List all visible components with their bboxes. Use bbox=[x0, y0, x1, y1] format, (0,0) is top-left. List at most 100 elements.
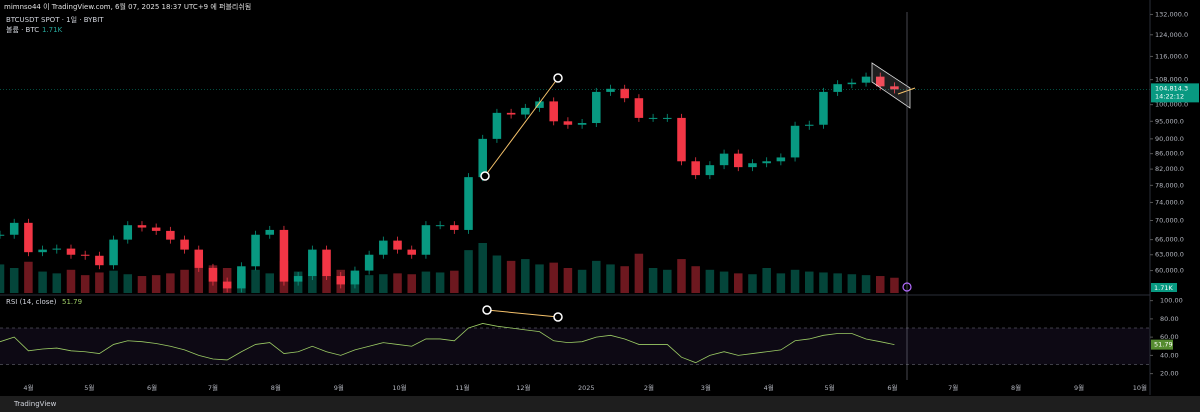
candle bbox=[691, 161, 700, 176]
y-tick-label: 116,000.0 bbox=[1155, 52, 1188, 60]
x-tick-label: 12월 bbox=[516, 383, 530, 392]
candle bbox=[719, 153, 729, 166]
candle bbox=[648, 117, 658, 119]
descending-channel bbox=[871, 62, 911, 109]
y-tick-label: 60,000.0 bbox=[1155, 267, 1184, 275]
y-tick-label: 86,000.0 bbox=[1155, 150, 1184, 158]
volume-bar bbox=[80, 275, 90, 293]
brand: TradingView bbox=[13, 400, 57, 408]
volume-bar bbox=[563, 268, 573, 293]
footer bbox=[0, 396, 1200, 412]
volume-bar bbox=[180, 269, 189, 293]
volume-bar bbox=[819, 272, 828, 293]
candle bbox=[620, 88, 629, 99]
countdown: 14:22:12 bbox=[1155, 92, 1184, 100]
volume-bar bbox=[38, 271, 47, 293]
rsi-tick-label: 60.00 bbox=[1160, 333, 1179, 341]
candle bbox=[407, 249, 416, 255]
candle bbox=[95, 255, 104, 266]
candle bbox=[9, 222, 19, 235]
candle bbox=[450, 225, 459, 230]
candle bbox=[677, 117, 686, 162]
candle bbox=[790, 125, 800, 158]
candle bbox=[606, 88, 615, 92]
y-tick-label: 82,000.0 bbox=[1155, 165, 1184, 173]
candle bbox=[364, 254, 374, 271]
volume-bar bbox=[734, 273, 743, 293]
candle bbox=[308, 249, 317, 277]
rsi-legend: RSI (14, close) bbox=[6, 298, 57, 306]
y-tick-label: 124,000.0 bbox=[1155, 31, 1188, 39]
breakout-line bbox=[897, 87, 916, 95]
volume-bar bbox=[634, 253, 644, 293]
volume-bar bbox=[577, 269, 587, 293]
rsi-band bbox=[0, 328, 1150, 365]
volume-bar bbox=[95, 272, 104, 293]
candle bbox=[464, 177, 473, 230]
candle bbox=[350, 270, 360, 285]
volume-bar bbox=[24, 261, 33, 293]
volume-bar bbox=[592, 260, 601, 293]
volume-bar bbox=[166, 273, 175, 293]
volume-bar bbox=[762, 268, 771, 293]
volume-bar bbox=[308, 274, 317, 293]
x-tick-label: 10월 bbox=[392, 383, 406, 392]
candle bbox=[734, 153, 743, 168]
candle bbox=[890, 86, 899, 90]
candle bbox=[80, 254, 90, 256]
volume-bar bbox=[506, 260, 516, 293]
candle bbox=[705, 165, 715, 176]
rsi-badge bbox=[1151, 339, 1173, 350]
x-tick-label: 5월 bbox=[84, 383, 94, 392]
rsi-tick-label: 100.00 bbox=[1160, 297, 1183, 305]
volume-bar bbox=[450, 270, 459, 293]
x-tick-label: 2025 bbox=[578, 384, 595, 392]
candle bbox=[265, 229, 275, 235]
volume-legend-value: 1.71K bbox=[42, 26, 63, 34]
volume-bar bbox=[137, 276, 147, 293]
volume-bar bbox=[805, 271, 814, 293]
rsi-badge-label: 51.79 bbox=[1154, 341, 1173, 349]
volume-badge-label: 1.71K bbox=[1154, 284, 1173, 292]
candle bbox=[109, 239, 118, 266]
candle bbox=[435, 225, 445, 227]
y-tick-label: 95,000.0 bbox=[1155, 117, 1184, 125]
y-tick-label: 132,000.0 bbox=[1155, 10, 1188, 18]
candle bbox=[847, 82, 857, 85]
volume-bar bbox=[535, 264, 544, 293]
rsi-line bbox=[0, 323, 895, 364]
candle bbox=[66, 248, 76, 255]
volume-bar bbox=[52, 273, 62, 293]
volume-bar bbox=[861, 275, 871, 293]
last-price-label: 104,814.3 bbox=[1155, 84, 1188, 92]
volume-bar bbox=[875, 276, 885, 293]
volume-bar bbox=[0, 264, 5, 293]
volume-bar bbox=[322, 275, 331, 293]
candle bbox=[421, 225, 431, 255]
volume-bar bbox=[677, 259, 686, 293]
candle bbox=[166, 230, 175, 240]
trend-line bbox=[484, 77, 559, 177]
x-tick-label: 7월 bbox=[208, 383, 218, 392]
x-tick-label: 4월 bbox=[23, 383, 33, 392]
volume-bar bbox=[890, 277, 899, 293]
volume-bar bbox=[549, 262, 558, 293]
candle bbox=[833, 84, 842, 92]
x-tick-label: 11월 bbox=[455, 383, 469, 392]
x-tick-label: 4월 bbox=[764, 383, 774, 392]
candle bbox=[322, 249, 331, 277]
candle bbox=[492, 112, 502, 139]
volume-bar bbox=[66, 269, 76, 293]
volume-bar bbox=[748, 274, 757, 293]
volume-bar bbox=[478, 243, 487, 293]
volume-bar bbox=[109, 270, 118, 293]
candle bbox=[748, 163, 757, 168]
candle bbox=[137, 225, 147, 228]
volume-bar bbox=[194, 266, 204, 293]
symbol: BTCUSDT SPOT · 1일 · BYBIT bbox=[6, 15, 104, 24]
y-tick-label: 100,000.0 bbox=[1155, 101, 1188, 109]
x-tick-label: 7월 bbox=[948, 383, 958, 392]
x-tick-label: 6월 bbox=[887, 383, 897, 392]
